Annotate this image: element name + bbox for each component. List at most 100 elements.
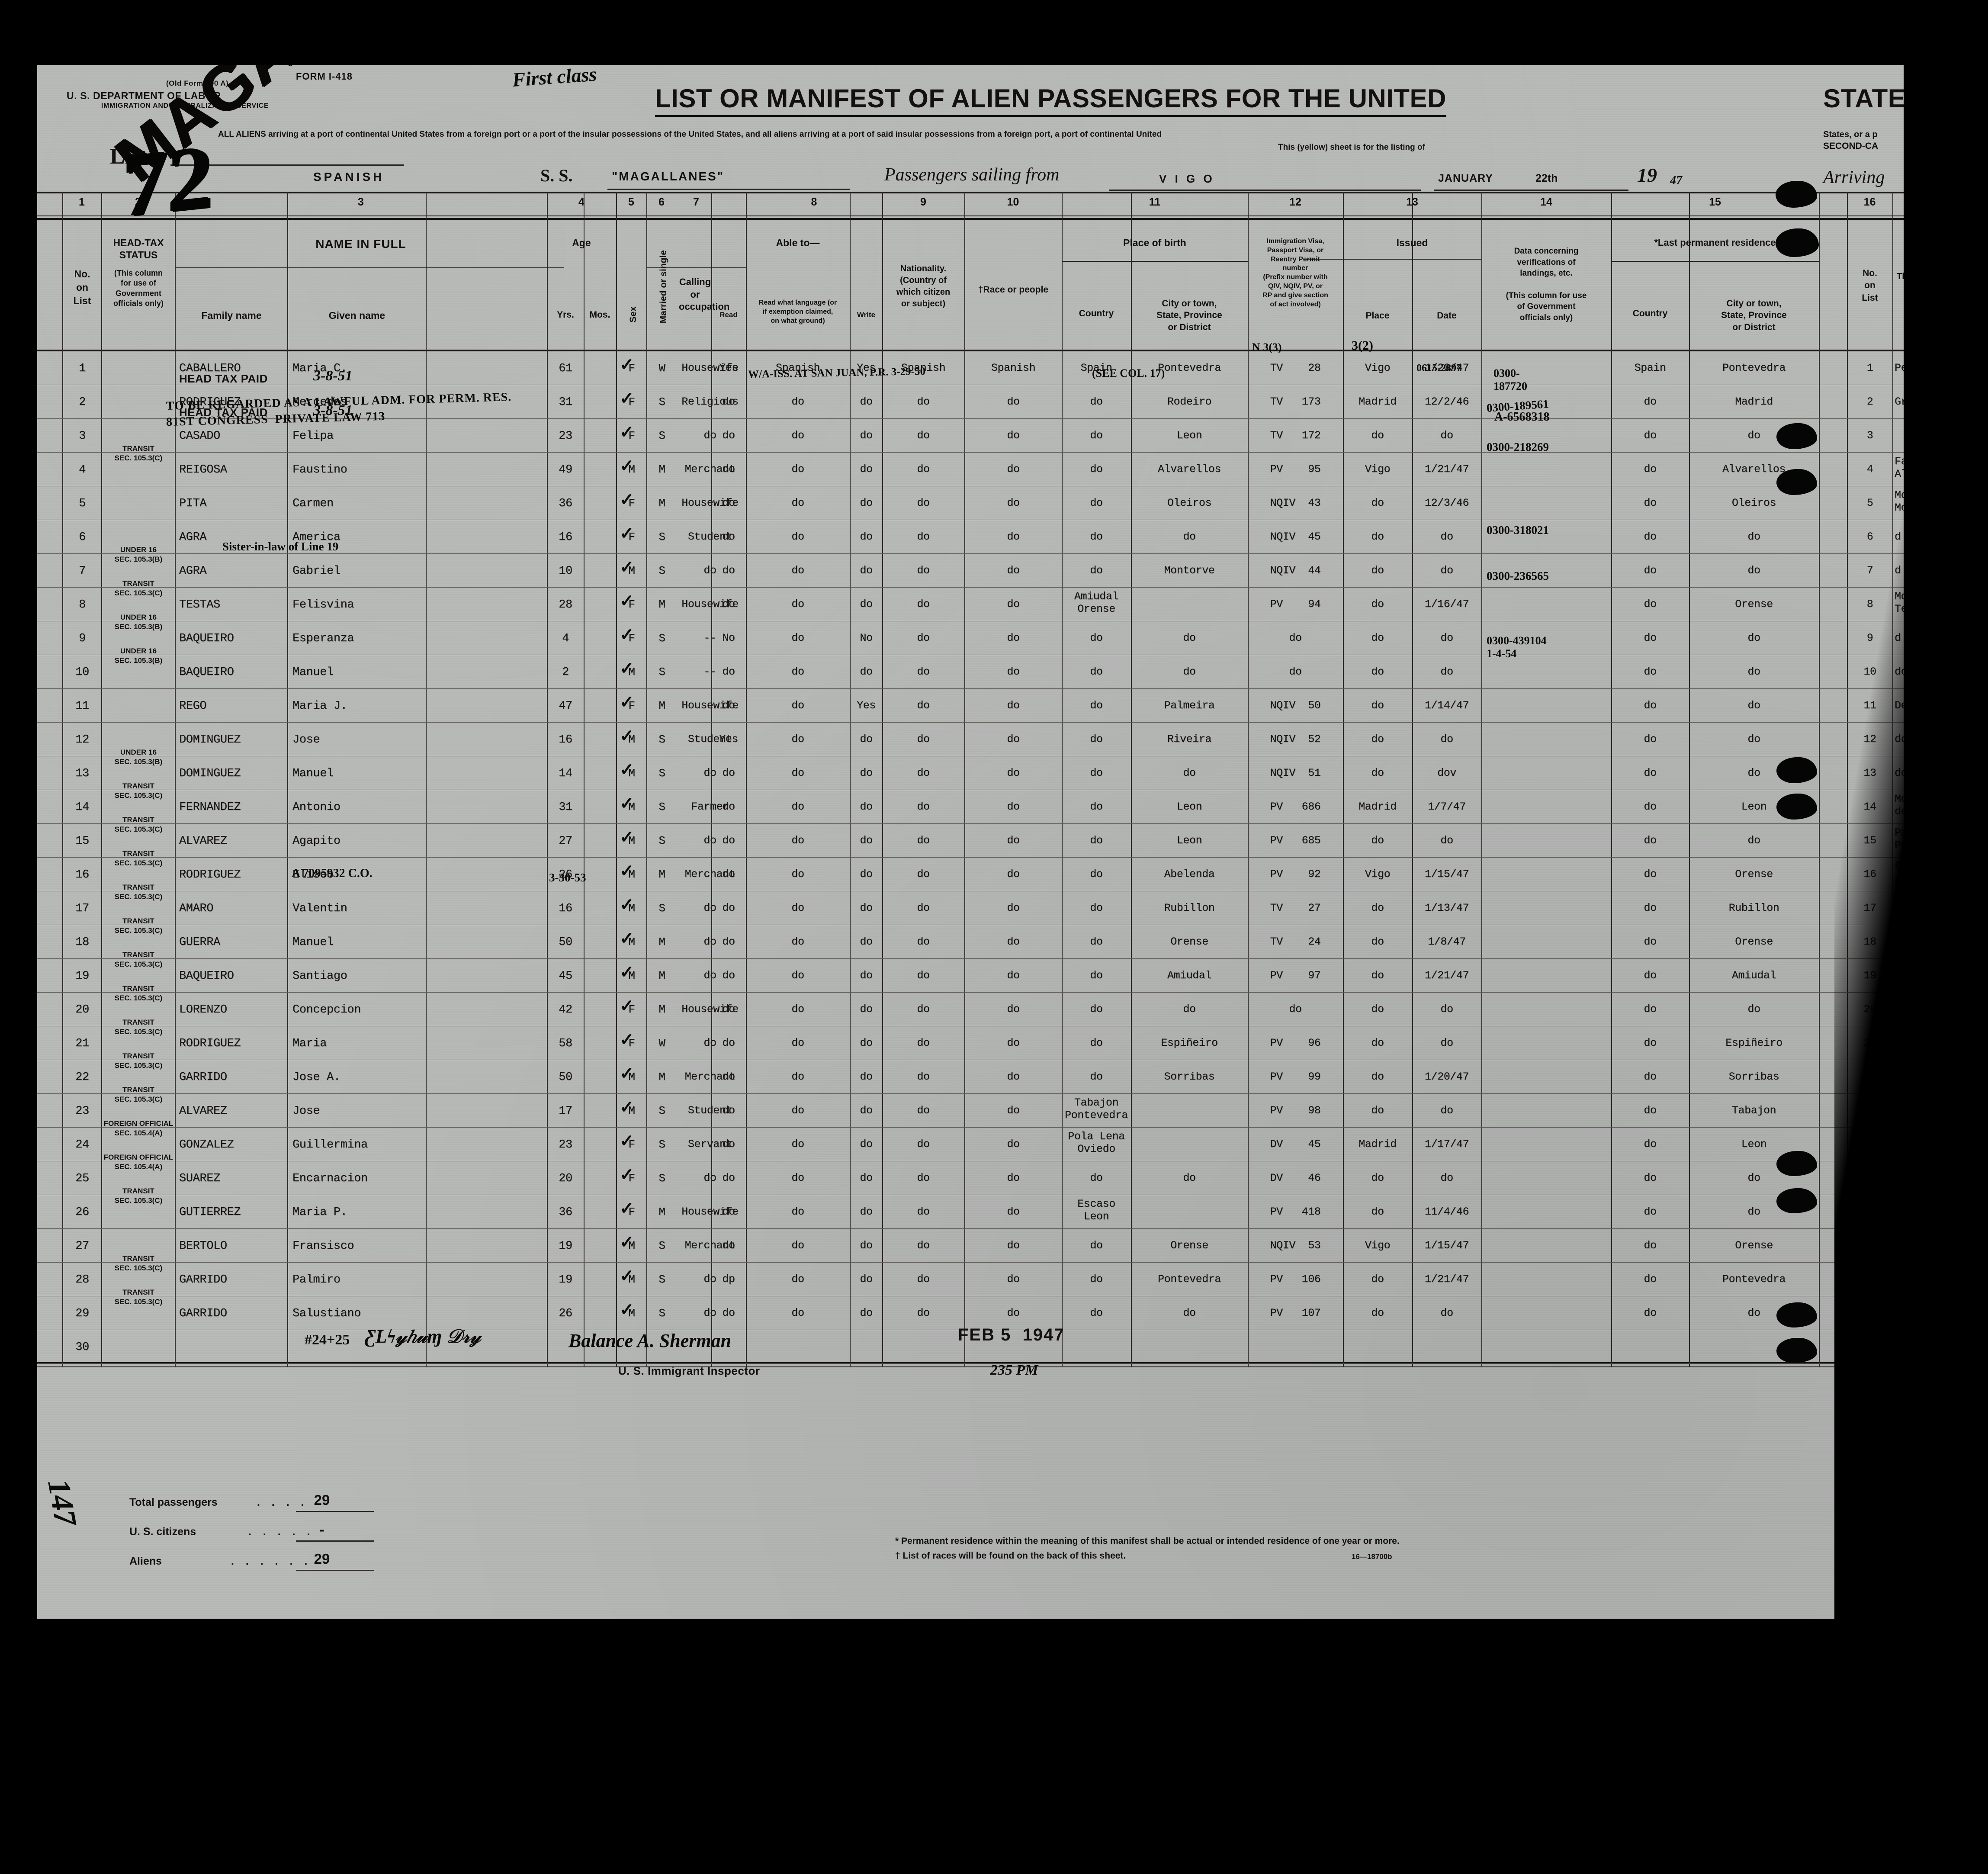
cell-iss_place: do (1371, 1205, 1384, 1218)
ink-blot-5 (1776, 757, 1817, 783)
cell-yrs: 31 (559, 396, 572, 409)
cell-lang: do (791, 935, 804, 948)
cell-write: do (860, 530, 873, 543)
cell-iss_place: do (1371, 1172, 1384, 1184)
cell-iss_place: do (1371, 497, 1384, 509)
cell-status2: SEC. 105.3(C) (114, 893, 163, 901)
manifest-sheet: (Old Form 500 A) FORM I-418 U. S. DEPART… (36, 0, 1945, 1622)
cell-write: do (860, 902, 873, 914)
cell-status: TRANSIT (122, 1187, 154, 1195)
cell-family: GUTIERREZ (179, 1206, 241, 1219)
cell-iss_date: 1/20/47 (1424, 1070, 1469, 1083)
cell-write: do (860, 935, 873, 948)
cell-no: 2 (79, 396, 86, 409)
cell-pob_city: Leon (1176, 429, 1202, 442)
cell-no: 7 (79, 565, 86, 578)
cell-status2: SEC. 105.3(C) (114, 926, 163, 935)
cell-family: DOMINGUEZ (179, 733, 241, 746)
cell-res_city: Rubillon (1728, 902, 1779, 914)
cell-ms: S (658, 800, 665, 813)
header-married-or-single: Married or single (658, 250, 668, 324)
cell-family: PITA (179, 497, 207, 510)
cell-nat: do (917, 1070, 930, 1083)
cell-pob_country: do (1090, 564, 1103, 577)
cell-sex: M (628, 1239, 635, 1252)
cell-given: Salustiano (292, 1307, 361, 1320)
cell-no: 3 (79, 430, 86, 443)
cell-pob_country: do (1090, 665, 1103, 678)
check-mark-icon: ✓ (620, 659, 634, 678)
cell-nat: do (917, 463, 930, 476)
cell-ms: S (658, 530, 665, 543)
grid-rule-header-top (36, 218, 1940, 220)
cell-status2: SEC. 105.3(C) (114, 1264, 163, 1272)
cell-sex: M (628, 564, 635, 577)
cell-visa: TV 173 (1270, 395, 1321, 408)
cell-pob_country: do (1090, 632, 1103, 644)
cell-family: BAQUEIRO (179, 632, 234, 645)
frame-mask-bottom (0, 1619, 1988, 1874)
row-separator (36, 418, 1940, 419)
cell-family: RODRIGUEZ (179, 1037, 241, 1050)
cell-lang: do (791, 632, 804, 644)
cell-read: do (722, 530, 735, 543)
cell-res_city: do (1747, 733, 1760, 746)
cell-race: do (1007, 598, 1020, 611)
cell-status2: SEC. 105.3(C) (114, 859, 163, 867)
cell-pob_country: do (1090, 868, 1103, 881)
check-mark-icon: ✓ (620, 1064, 634, 1083)
cell-status: TRANSIT (122, 1018, 154, 1026)
cell-family: GUERRA (179, 936, 220, 949)
cell-pob_city: do (1183, 530, 1196, 543)
cell-read: do (722, 969, 735, 982)
colrule-4 (426, 192, 427, 1366)
sailing-label: Passengers sailing from (884, 165, 1060, 185)
cell-res_country: do (1644, 665, 1657, 678)
cell-no: 15 (75, 835, 89, 848)
cell-res_country: do (1644, 1003, 1657, 1016)
cell-iss_date: do (1440, 1037, 1453, 1049)
colrule-6 (584, 192, 585, 1366)
cell-status2: SEC. 105.4(A) (114, 1129, 163, 1137)
header-issued: Issued (1396, 237, 1428, 248)
cell-visa: PV 98 (1270, 1104, 1321, 1117)
cell-iss_place: Vigo (1365, 868, 1391, 881)
cell-iss_place: do (1371, 1273, 1384, 1286)
aliens-value: 29 (314, 1551, 330, 1567)
cell-status: TRANSIT (122, 1086, 154, 1094)
cell-status2: SEC. 105.3(C) (114, 1196, 163, 1205)
colrule-18 (1412, 192, 1413, 1366)
cell-write: do (860, 1205, 873, 1218)
cell-pob_country: do (1090, 497, 1103, 509)
colrule-14 (1062, 192, 1063, 1366)
cell-write: do (860, 1104, 873, 1117)
cell-res_city: Leon (1741, 800, 1767, 813)
cell-no: 13 (75, 767, 89, 780)
cell-res_city: Pontevedra (1722, 362, 1786, 374)
cell-res_country: do (1644, 497, 1657, 509)
cell-given: Mercedes (292, 396, 347, 409)
colnum-7: 7 (693, 196, 699, 208)
check-mark-icon: ✓ (620, 1300, 634, 1319)
cell-write: do (860, 564, 873, 577)
cell-status2: SEC. 105.3(C) (114, 825, 163, 833)
cell-yrs: 45 (559, 970, 572, 983)
colnum-12: 12 (1289, 196, 1301, 208)
cell-ms: M (658, 598, 665, 611)
check-mark-icon: ✓ (620, 794, 634, 813)
cell-write: do (860, 497, 873, 509)
colrule-5 (547, 192, 548, 1366)
cell-yrs: 2 (562, 666, 569, 679)
cell-iss_place: do (1371, 699, 1384, 712)
cell-res_city: Oleiros (1731, 497, 1776, 509)
cell-read: do (722, 665, 735, 678)
cell-iss_date: do (1440, 1172, 1453, 1184)
year-prefix: 19 (1637, 164, 1657, 186)
cell-status: TRANSIT (122, 849, 154, 858)
cell-sex: M (628, 1307, 635, 1320)
cell-res_country: do (1644, 800, 1657, 813)
cell-res_city: do (1747, 429, 1760, 442)
cell-yrs: 17 (559, 1105, 572, 1118)
colnum-10: 10 (1007, 196, 1019, 208)
cell-iss_place: do (1371, 598, 1384, 611)
